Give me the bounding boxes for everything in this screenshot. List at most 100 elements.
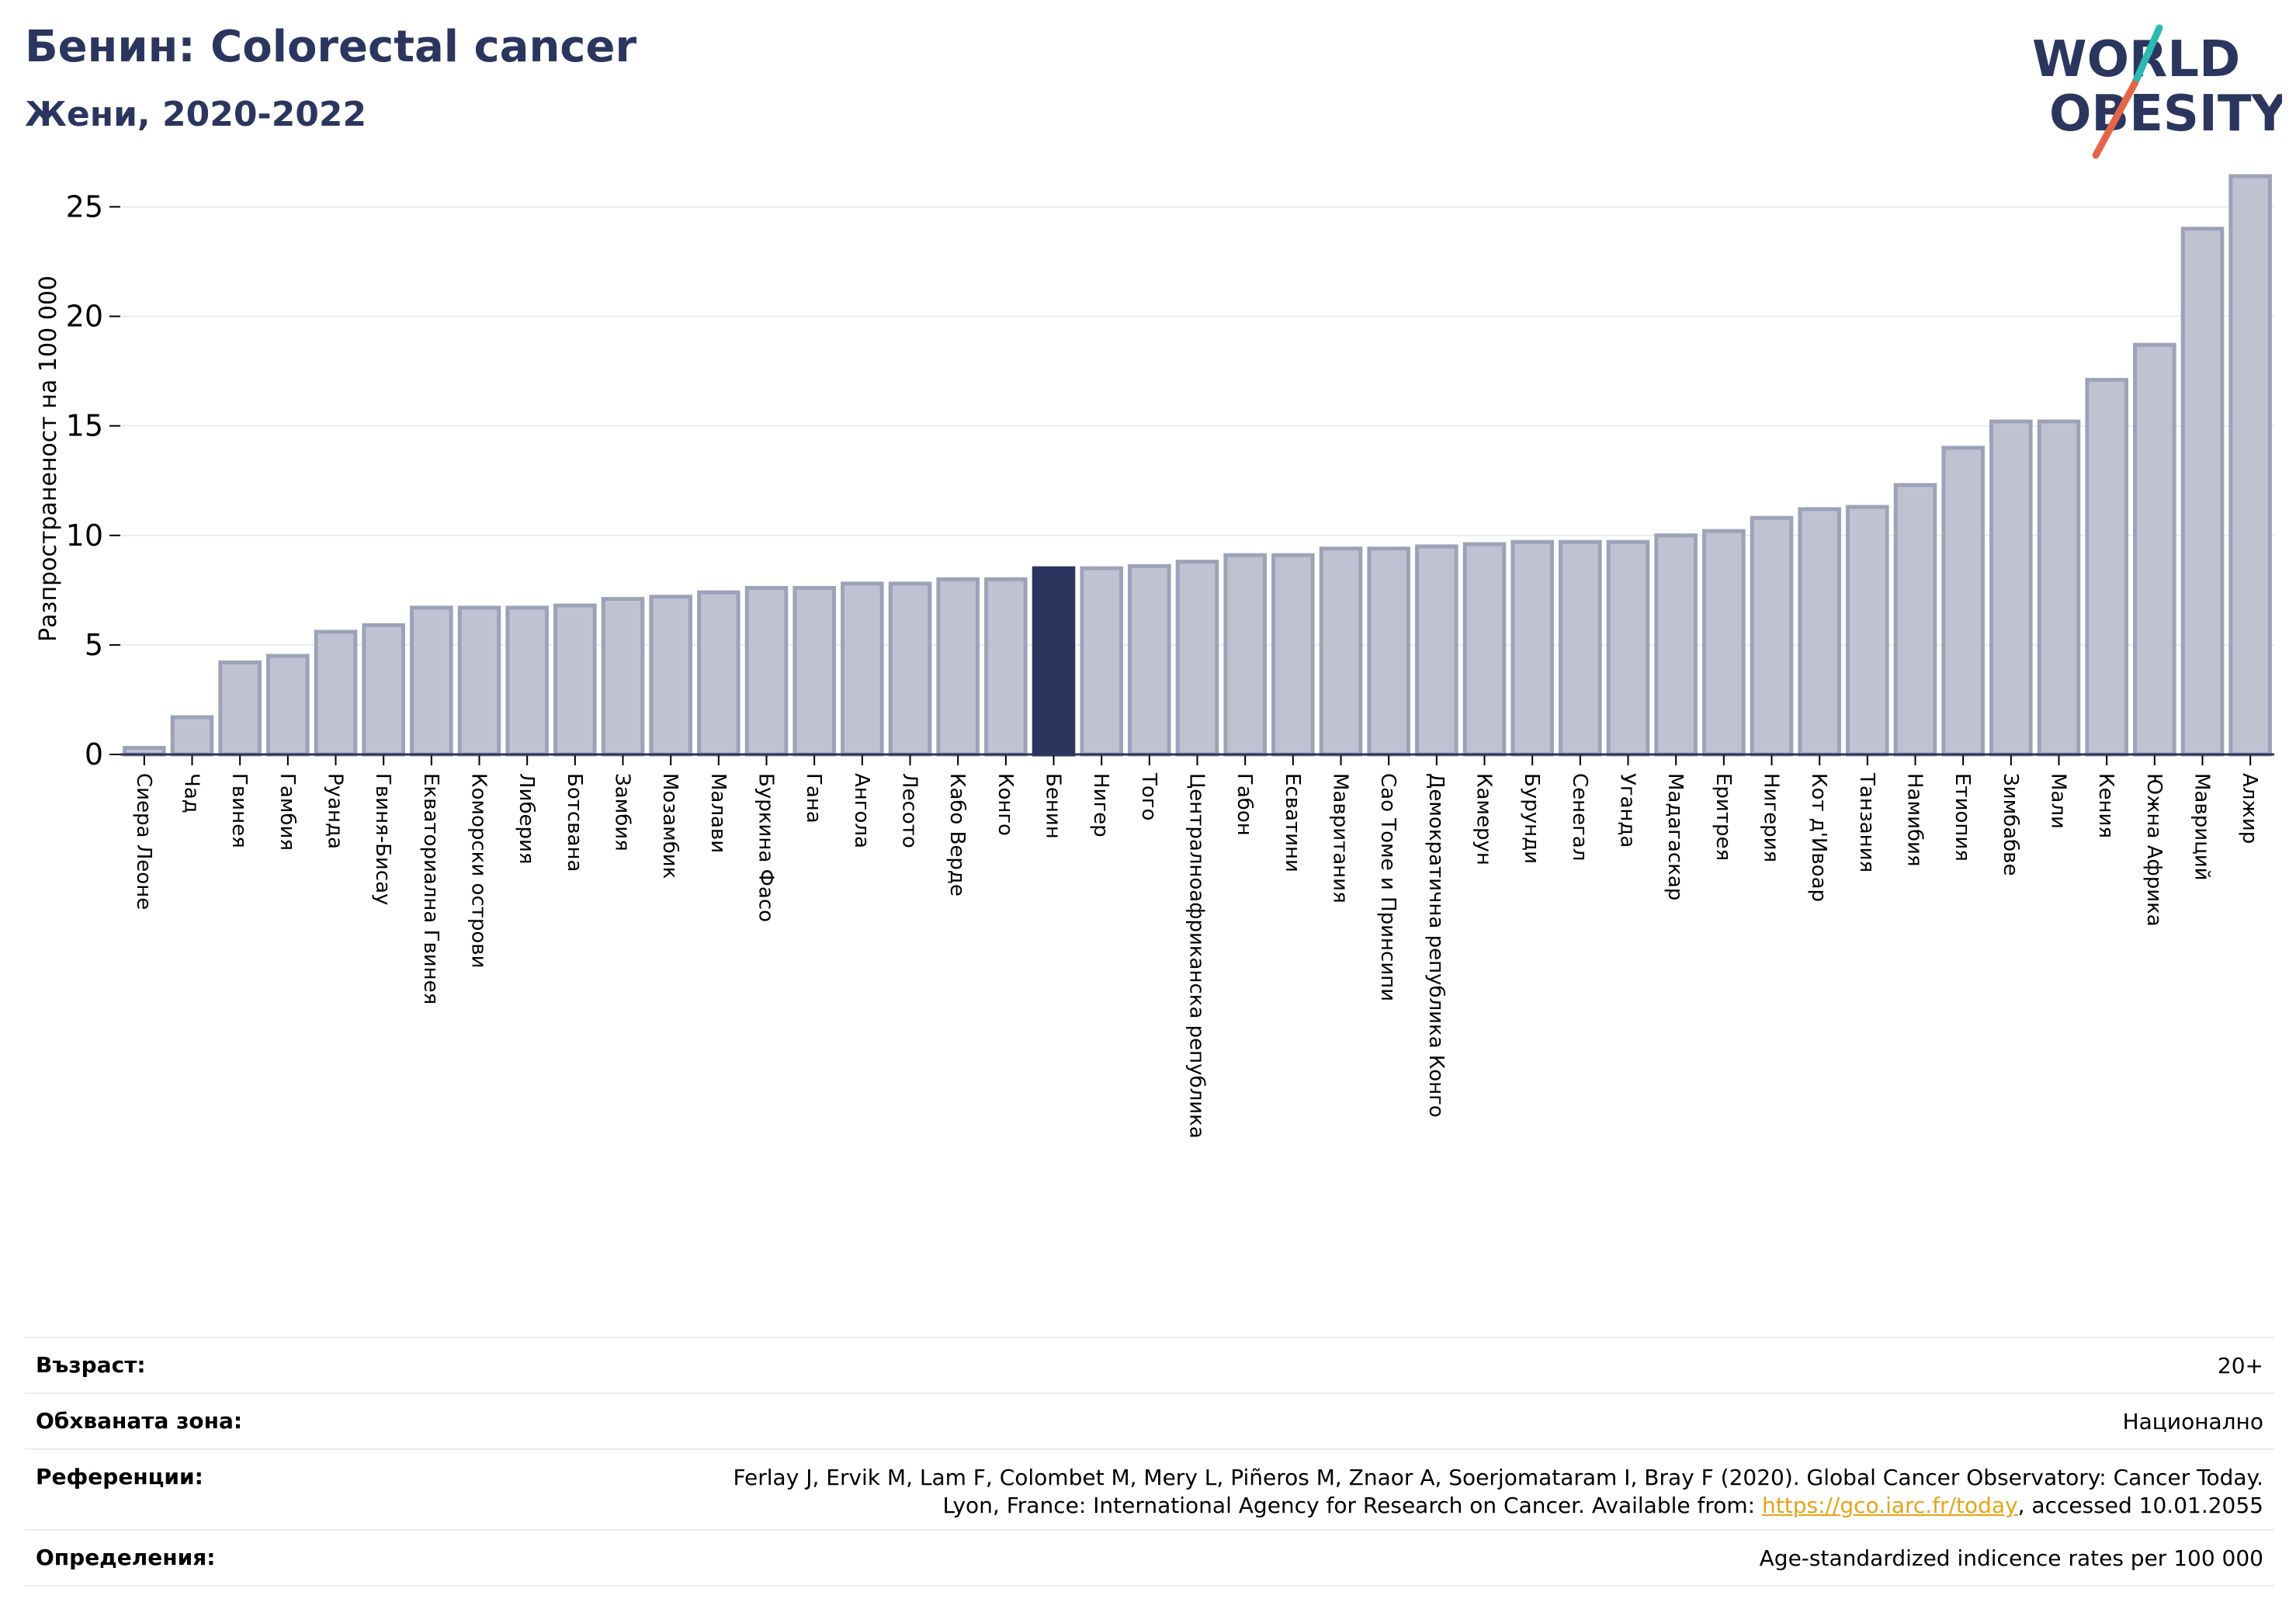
bar	[1989, 419, 2033, 757]
bar	[457, 605, 501, 757]
bar	[266, 654, 310, 757]
bar	[1319, 546, 1363, 757]
bar	[1367, 546, 1410, 757]
bar	[170, 715, 214, 757]
x-tick-label: Еритрея	[1712, 773, 1735, 861]
y-tick-label: 5	[85, 628, 103, 662]
bar	[410, 605, 453, 757]
x-tick-label: Гвинея	[227, 773, 251, 848]
x-tick-label: Мавриций	[2190, 773, 2214, 881]
references-value: Ferlay J, Ervik M, Lam F, Colombet M, Me…	[733, 1464, 2263, 1520]
definitions-value: Age-standardized indicence rates per 100…	[1759, 1545, 2263, 1571]
x-tick-label: Габон	[1233, 773, 1256, 836]
bar	[1080, 566, 1123, 757]
bar	[218, 660, 262, 757]
x-tick-label: Бенин	[1042, 773, 1065, 839]
x-tick-label: Мали	[2047, 773, 2070, 829]
bar	[2037, 419, 2081, 757]
bar	[1606, 539, 1650, 757]
logo-slash-orange-icon	[2092, 80, 2138, 159]
bar	[1415, 544, 1458, 757]
x-tick-label: Мавритания	[1329, 773, 1352, 903]
x-tick-label: Екваториална Гвинея	[419, 773, 442, 1004]
bar	[1271, 553, 1315, 757]
y-tick-label: 0	[85, 737, 103, 772]
meta-row-age: Възраст: 20+	[25, 1337, 2274, 1392]
bar	[1128, 564, 1171, 757]
x-tick-label: Гамбия	[276, 773, 299, 851]
y-axis-label: Разпространеност на 100 000	[35, 276, 62, 642]
world-obesity-logo: WORLD OBESITY	[2032, 24, 2282, 159]
bar	[793, 586, 836, 757]
chart-title: Бенин: Colorectal cancer	[25, 22, 637, 72]
bar	[984, 577, 1028, 757]
references-line-2-end: , accessed 10.01.2055	[2017, 1493, 2263, 1518]
x-tick-label: Кот д'Ивоар	[1807, 773, 1830, 902]
x-tick-label: Малави	[706, 773, 730, 853]
y-tick-label: 15	[66, 409, 103, 443]
bar	[1510, 539, 1554, 757]
bar	[649, 595, 692, 757]
x-tick-label: Буркина Фасо	[754, 773, 778, 922]
references-label: Референции:	[36, 1464, 203, 1489]
x-tick-label: Ботсвана	[563, 773, 586, 872]
x-tick-label: Мозамбик	[658, 773, 682, 879]
bar	[1798, 507, 1841, 757]
bar	[2180, 227, 2225, 757]
bar	[1846, 505, 1889, 757]
bar	[1941, 446, 1985, 757]
area-value: Национално	[2122, 1409, 2263, 1434]
bar	[936, 577, 980, 757]
x-tick-label: Намибия	[1903, 773, 1927, 867]
bar	[362, 622, 405, 757]
chart-subtitle: Жени, 2020-2022	[25, 95, 367, 134]
x-tick-label: Ангола	[850, 773, 873, 848]
x-tick-label: Бурунди	[1520, 773, 1543, 864]
age-label: Възраст:	[36, 1352, 146, 1378]
x-tick-label: Гвиня-Бисау	[371, 773, 394, 905]
x-tick-label: Сао Томе и Принсипи	[1376, 773, 1399, 1001]
x-tick-label: Южна Африка	[2142, 773, 2166, 927]
y-tick-label: 25	[66, 189, 103, 224]
meta-row-references: Референции: Ferlay J, Ervik M, Lam F, Co…	[25, 1448, 2274, 1529]
metadata-table: Възраст: 20+ Обхваната зона: Национално …	[25, 1337, 2274, 1587]
bar	[1559, 539, 1602, 757]
x-tick-label: Танзания	[1855, 772, 1878, 872]
bar	[601, 597, 645, 757]
references-line-2-start: Lyon, France: International Agency for R…	[942, 1493, 1762, 1518]
x-tick-label: Коморски острови	[467, 773, 491, 969]
bar	[505, 605, 549, 757]
meta-row-area: Обхваната зона: Национално	[25, 1392, 2274, 1448]
x-tick-label: Лесото	[898, 773, 921, 848]
x-tick-label: Камерун	[1472, 773, 1496, 865]
logo-word-obesity: OBESITY	[2049, 85, 2282, 143]
gco-link[interactable]: https://gco.iarc.fr/today	[1762, 1493, 2018, 1518]
x-tick-label: Уганда	[1616, 773, 1639, 848]
x-tick-label: Либерия	[515, 773, 538, 865]
bar	[553, 603, 597, 757]
x-tick-label: Сенегал	[1568, 773, 1591, 861]
x-tick-label: Того	[1137, 772, 1160, 820]
bar	[1223, 553, 1267, 757]
x-tick-label: Замбия	[611, 773, 634, 851]
x-tick-label: Руанда	[324, 773, 347, 849]
bar	[1654, 533, 1698, 757]
bar	[2085, 377, 2128, 757]
bar	[744, 586, 789, 757]
references-line-1: Ferlay J, Ervik M, Lam F, Colombet M, Me…	[733, 1465, 2263, 1490]
x-tick-label: Конго	[994, 773, 1017, 836]
y-tick-label: 20	[66, 300, 103, 334]
age-value: 20+	[2217, 1353, 2263, 1379]
bar	[841, 581, 884, 757]
bar	[1462, 542, 1507, 757]
bar-chart: 0 5 10 15 20 25 Разпространеност на 100 000 Сие…	[35, 174, 2274, 1139]
x-tick-label: Мадагаскар	[1663, 773, 1687, 900]
x-tick-label: Етиопия	[1951, 773, 1974, 862]
bar	[314, 629, 358, 757]
bar	[1175, 560, 1219, 757]
logo-slash-teal-icon	[2131, 24, 2163, 88]
x-tick-label: Алжир	[2238, 773, 2261, 844]
x-tick-label: Кабо Верде	[945, 773, 969, 896]
y-tick-label: 10	[66, 518, 103, 553]
bar	[697, 590, 740, 757]
